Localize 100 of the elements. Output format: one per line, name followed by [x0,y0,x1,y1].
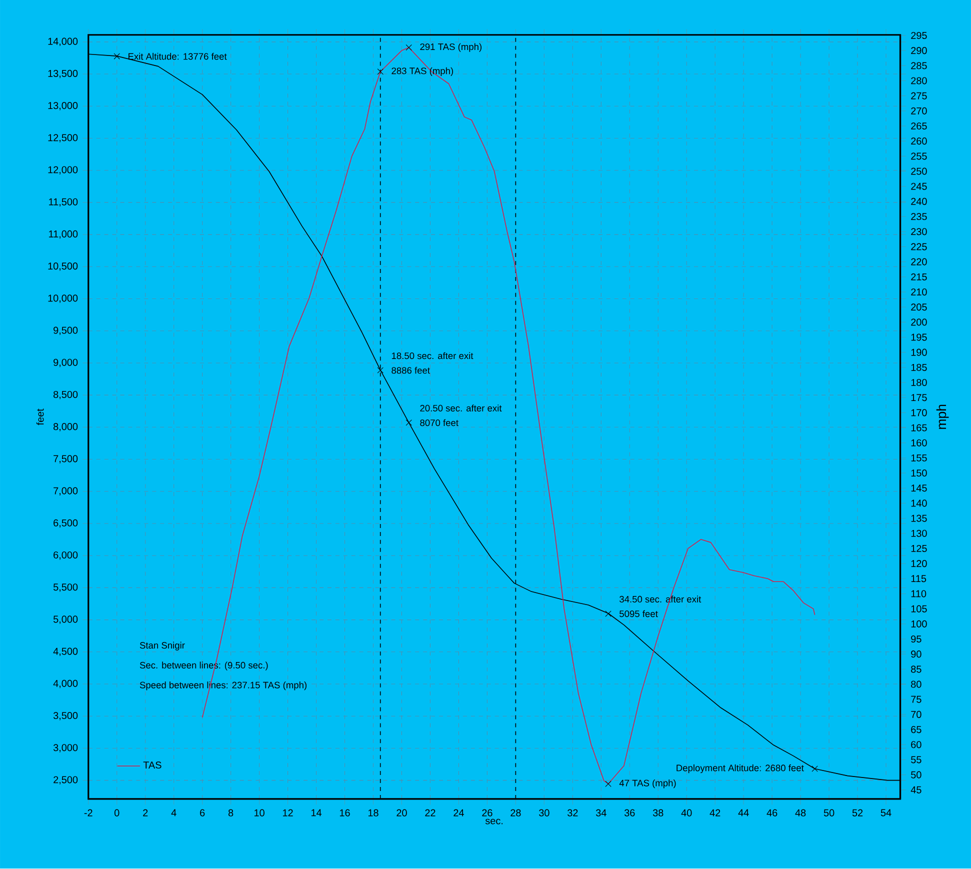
y2-tick-label: 115 [911,575,926,582]
y2-tick-label: 275 [911,92,927,100]
y2-tick-label: 240 [911,198,927,206]
y2-tick-label: 130 [911,530,927,538]
x-tick-label: 6 [200,809,205,817]
x-tick-label: 28 [510,809,521,817]
x-tick-label: 4 [171,809,176,816]
y2-tick-label: 295 [911,32,927,40]
y2-tick-label: 105 [911,605,927,613]
y2-tick-label: 65 [911,726,922,734]
y2-tick-label: 290 [911,47,927,54]
y-tick-label: 9,000 [54,359,78,368]
x-tick-label: 26 [482,809,492,817]
y2-tick-label: 210 [911,288,927,296]
y-tick-label: 13,000 [48,102,78,110]
x-tick-label: 46 [766,809,778,817]
y2-tick-label: 215 [911,274,927,281]
y-tick-label: 5,000 [53,616,78,624]
y2-tick-label: 195 [911,334,927,341]
x-tick-label: 32 [567,809,578,817]
y2-tick-label: 60 [911,741,922,748]
x-tick-label: 18 [368,809,378,817]
y2-tick-label: 95 [911,636,922,643]
y-axis-title: feet [36,408,44,426]
point [377,68,384,75]
y-tick-label: 8,500 [54,391,78,400]
y2-tick-label: 110 [911,590,926,598]
y2-tick-label: 50 [911,771,922,778]
x-tick-label: 44 [738,809,749,816]
point [605,780,612,788]
y2-tick-label: 250 [911,168,927,175]
y-tick-label: 12,000 [48,166,78,175]
x-tick-label: 42 [710,809,720,816]
y2-tick-label: 120 [911,560,927,568]
y2-tick-label: 280 [911,77,927,84]
x-tick-label: 16 [340,809,350,817]
x-tick-label: 10 [254,809,264,817]
x-tick-label: 40 [681,809,692,817]
x-axis-title: sec. [485,818,503,824]
y-tick-label: 11,000 [49,230,78,239]
y2-axis-title: mph [936,405,949,430]
point [114,53,120,60]
point [406,44,412,51]
y-tick-label: 2,500 [54,776,78,785]
y-tick-label: 10,500 [48,262,78,271]
x-tick-label: 12 [282,809,293,816]
y-tick-label: 7,500 [54,455,78,464]
y2-tick-label: 75 [911,696,922,703]
y-tick-label: 13,500 [48,70,78,78]
data-label: 291 TAS (mph) [420,43,482,52]
y2-tick-label: 90 [911,650,922,658]
y2-tick-label: 230 [911,228,927,236]
x-tick-label: 38 [652,809,664,817]
annotation: 20.50 sec. after exit [420,404,502,412]
y2-tick-label: 175 [911,394,927,402]
y-tick-label: 4,500 [53,648,78,656]
y-tick-label: 11,500 [49,198,78,207]
y-tick-label: 3,000 [53,744,78,752]
y2-tick-label: 225 [911,243,927,250]
y2-tick-label: 180 [911,379,927,386]
y2-tick-label: 265 [911,122,927,130]
x-tick-label: 34 [596,809,606,817]
y-tick-label: 10,000 [48,294,78,304]
y2-tick-label: 150 [911,470,927,477]
y-tick-label: 9,500 [54,326,78,336]
x-tick-label: 52 [852,809,863,817]
point [377,367,384,374]
y2-tick-label: 145 [911,484,927,492]
y2-tick-label: 220 [911,258,927,266]
y-tick-label: 5,500 [53,584,78,592]
y-tick-label: 3,500 [53,712,78,720]
annotation: 18.50 sec. after exit [392,352,474,360]
point [812,766,818,772]
data-label: Exit Altitude: 13776 feet [128,53,227,60]
y2-tick-label: 200 [911,318,927,326]
y2-tick-label: 190 [911,348,927,356]
y2-tick-label: 45 [910,786,922,794]
y-tick-label: 12,500 [48,134,78,143]
y-tick-label: 8,000 [54,423,78,432]
y2-tick-label: 155 [911,454,927,462]
data-label: 47 TAS (mph) [619,780,676,788]
y2-tick-label: 245 [911,182,927,190]
y-tick-label: 6,500 [54,520,78,528]
y2-tick-label: 255 [911,152,927,160]
y2-tick-label: 100 [911,620,927,628]
y2-tick-label: 140 [911,500,927,507]
data-label: Deployment Altitude: 2680 feet [676,764,804,774]
y2-tick-label: 270 [911,108,927,115]
y-tick-label: 7,000 [54,487,78,496]
legend-label: TAS [143,762,162,769]
point [605,610,612,617]
x-tick-label: 2 [143,809,148,816]
y2-tick-label: 80 [911,680,922,688]
x-tick-label: 14 [311,809,322,816]
point [406,420,412,426]
y2-tick-label: 170 [911,409,927,416]
x-tick-label: -2 [84,809,92,816]
y2-tick-label: 285 [911,62,927,70]
y2-tick-label: 165 [911,424,927,432]
y2-tick-label: 160 [911,439,927,447]
